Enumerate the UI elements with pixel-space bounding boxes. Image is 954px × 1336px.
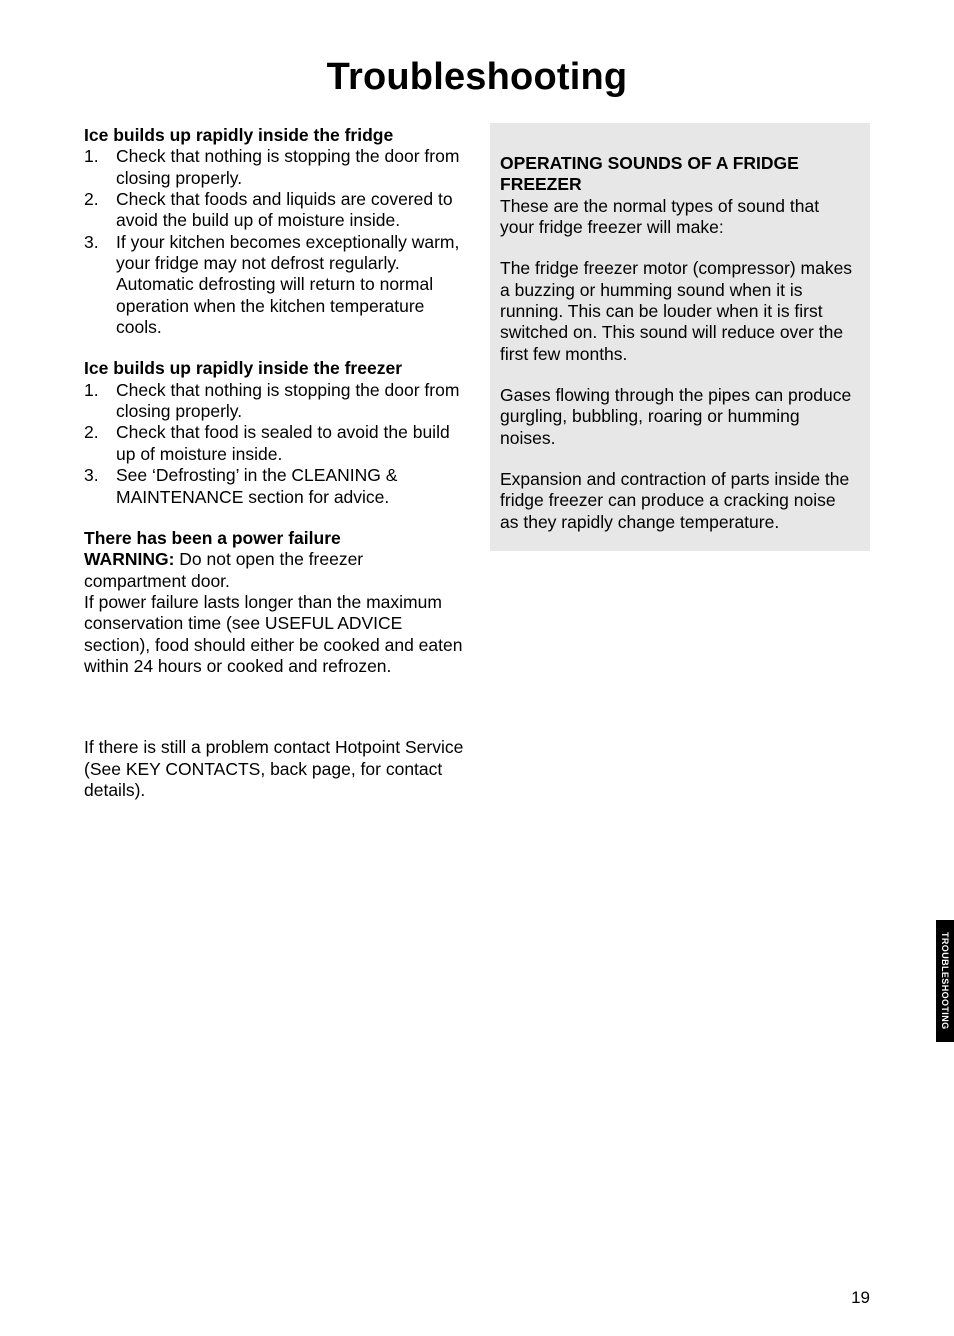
list-item: See ‘Defrosting’ in the CLEANING & MAINT… bbox=[84, 465, 464, 508]
numbered-list: Check that nothing is stopping the door … bbox=[84, 380, 464, 508]
page-number: 19 bbox=[851, 1288, 870, 1308]
paragraph: Gases flowing through the pipes can prod… bbox=[500, 385, 854, 449]
section-ice-freezer: Ice builds up rapidly inside the freezer… bbox=[84, 358, 464, 507]
list-item: Check that nothing is stopping the door … bbox=[84, 146, 464, 189]
section-head: OPERATING SOUNDS OF A FRIDGE FREEZER bbox=[500, 153, 854, 196]
right-column: OPERATING SOUNDS OF A FRIDGE FREEZER The… bbox=[490, 125, 870, 821]
paragraph: These are the normal types of sound that… bbox=[500, 196, 854, 239]
list-item: If your kitchen becomes exceptionally wa… bbox=[84, 232, 464, 339]
list-item: Check that nothing is stopping the door … bbox=[84, 380, 464, 423]
list-item: Check that foods and liquids are covered… bbox=[84, 189, 464, 232]
content-columns: Ice builds up rapidly inside the fridge … bbox=[84, 125, 870, 821]
operating-sounds-box: OPERATING SOUNDS OF A FRIDGE FREEZER The… bbox=[490, 123, 870, 551]
numbered-list: Check that nothing is stopping the door … bbox=[84, 146, 464, 338]
paragraph: If power failure lasts longer than the m… bbox=[84, 592, 464, 677]
section-ice-fridge: Ice builds up rapidly inside the fridge … bbox=[84, 125, 464, 338]
paragraph: The fridge freezer motor (compressor) ma… bbox=[500, 258, 854, 365]
section-head: Ice builds up rapidly inside the fridge bbox=[84, 125, 464, 146]
side-tab-troubleshooting: TROUBLESHOOTING bbox=[936, 920, 954, 1042]
list-item: Check that food is sealed to avoid the b… bbox=[84, 422, 464, 465]
warning-label: WARNING: bbox=[84, 549, 174, 569]
section-head: There has been a power failure bbox=[84, 528, 464, 549]
section-contact: If there is still a problem contact Hotp… bbox=[84, 737, 464, 801]
left-column: Ice builds up rapidly inside the fridge … bbox=[84, 125, 464, 821]
page-title: Troubleshooting bbox=[84, 56, 870, 99]
paragraph: Expansion and contraction of parts insid… bbox=[500, 469, 854, 533]
warning-line: WARNING: Do not open the freezer compart… bbox=[84, 549, 464, 592]
section-power-failure: There has been a power failure WARNING: … bbox=[84, 528, 464, 677]
paragraph: If there is still a problem contact Hotp… bbox=[84, 737, 464, 801]
section-head: Ice builds up rapidly inside the freezer bbox=[84, 358, 464, 379]
